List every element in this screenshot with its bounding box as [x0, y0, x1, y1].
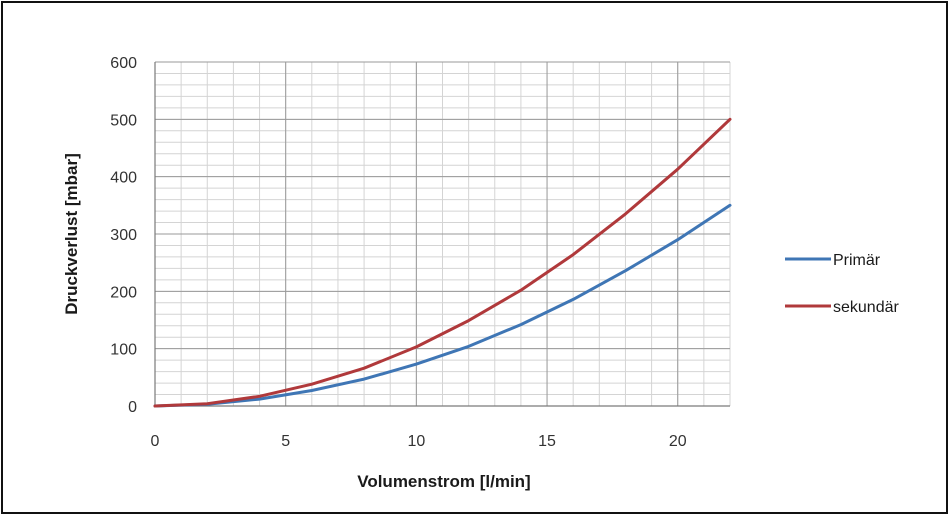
x-tick-label: 20 — [669, 433, 687, 450]
series-lines — [153, 117, 732, 408]
y-tick-label: 200 — [110, 284, 137, 301]
x-tick-label: 15 — [538, 433, 556, 450]
y-tick-label: 0 — [128, 399, 137, 416]
legend-label-2: sekundär — [833, 299, 899, 316]
y-tick-label: 600 — [110, 55, 137, 72]
y-tick-label: 100 — [110, 342, 137, 359]
series-line-1 — [153, 203, 732, 408]
x-axis-title: Volumenstrom [l/min] — [357, 472, 530, 491]
axes — [154, 62, 730, 407]
line-chart: 0 100 200 300 400 500 600 0 5 10 15 20 Druckverlus… — [62, 55, 899, 491]
x-tick-label: 0 — [151, 433, 160, 450]
y-tick-label: 300 — [110, 227, 137, 244]
x-tick-labels: 0 5 10 15 20 — [151, 433, 687, 450]
x-tick-label: 10 — [407, 433, 425, 450]
y-axis-title: Druckverlust [mbar] — [62, 153, 81, 315]
y-tick-label: 400 — [110, 170, 137, 187]
series-line-2 — [153, 117, 732, 408]
legend-label-1: Primär — [833, 252, 881, 269]
y-tick-label: 500 — [110, 112, 137, 129]
legend: Primär sekundär — [785, 252, 899, 316]
x-tick-label: 5 — [281, 433, 290, 450]
y-tick-labels: 0 100 200 300 400 500 600 — [110, 55, 137, 416]
